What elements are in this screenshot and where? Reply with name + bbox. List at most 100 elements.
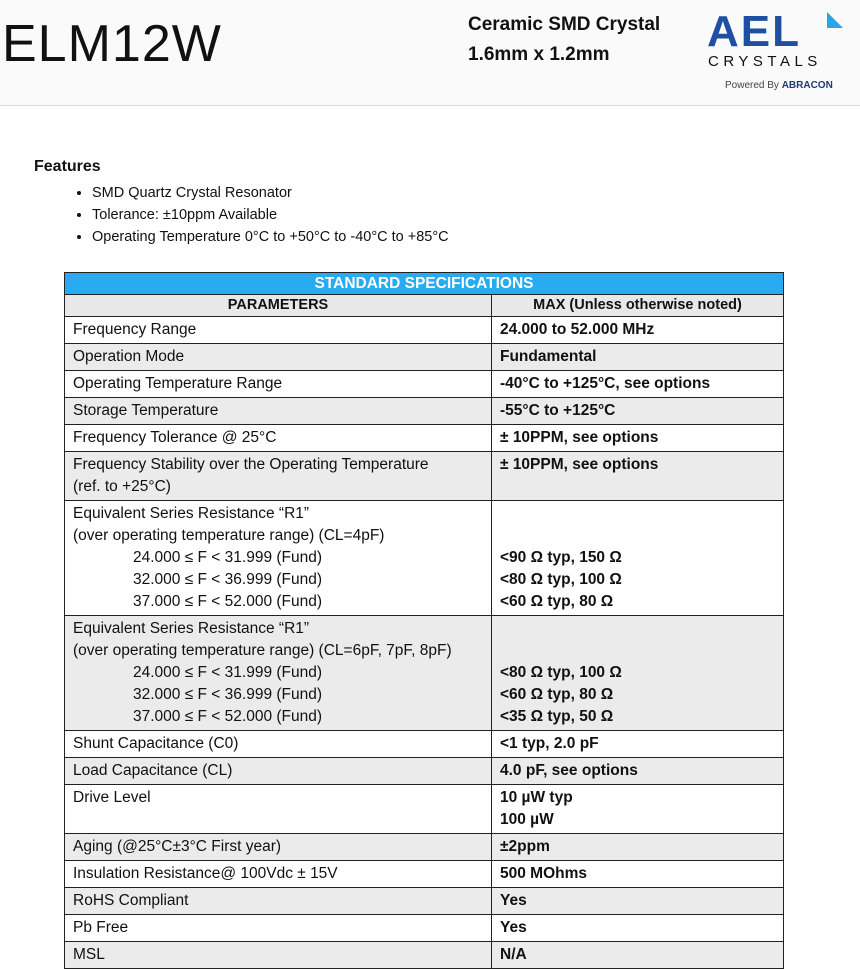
parameter-text: Frequency Range [73, 321, 197, 338]
table-row: Frequency Tolerance @ 25°C ± 10PPM, see o… [64, 424, 784, 452]
value-cell: ± 10PPM, see options [491, 424, 784, 452]
parameter-cell: Frequency Tolerance @ 25°C [64, 424, 492, 452]
parameter-cell: RoHS Compliant [64, 887, 492, 915]
subtitle-line-2: 1.6mm x 1.2mm [468, 44, 610, 65]
parameter-text: 32.000 ≤ F < 36.999 (Fund) [133, 686, 323, 703]
parameter-text: MSL [73, 946, 105, 963]
value-cell: 500 MOhms [491, 860, 784, 888]
parameter-text: Pb Free [73, 919, 129, 936]
value-cell: 24.000 to 52.000 MHz [491, 316, 784, 344]
value-cell: <80 Ω typ, 100 Ω <60 Ω typ, 80 Ω <35 Ω typ… [491, 615, 784, 731]
parameter-text: 24.000 ≤ F < 31.999 (Fund) [133, 549, 323, 566]
table-row: Frequency Stability over the Operating T… [64, 451, 784, 501]
parameter-text: Insulation Resistance@ 100Vdc ± 15V [73, 865, 338, 882]
value-text: <1 typ, 2.0 pF [500, 735, 599, 752]
parameter-text: 37.000 ≤ F < 52.000 (Fund) [133, 708, 323, 725]
parameter-text: Frequency Tolerance @ 25°C [73, 429, 277, 446]
parameter-text: Frequency Stability over the Operating T… [73, 456, 429, 473]
table-row: Drive Level 10 µW typ 100 µW [64, 784, 784, 834]
value-text: <80 Ω typ, 100 Ω [500, 664, 622, 681]
value-cell: ± 10PPM, see options [491, 451, 784, 501]
features-section: Features SMD Quartz Crystal Resonator To… [34, 158, 449, 248]
value-cell: -40°C to +125°C, see options [491, 370, 784, 398]
parameter-text: (ref. to +25°C) [73, 478, 171, 495]
table-row: Operating Temperature Range -40°C to +125… [64, 370, 784, 398]
value-text: 100 µW [500, 811, 554, 828]
parameter-cell: Shunt Capacitance (C0) [64, 730, 492, 758]
parameter-text: Drive Level [73, 789, 151, 806]
parameter-text: 24.000 ≤ F < 31.999 (Fund) [133, 664, 323, 681]
parameter-cell: Equivalent Series Resistance “R1” (over o… [64, 615, 492, 731]
parameter-text: (over operating temperature range) (CL=6… [73, 642, 452, 659]
value-text: 10 µW typ [500, 789, 573, 806]
specifications-table: STANDARD SPECIFICATIONS PARAMETERS MAX (U… [64, 272, 784, 969]
parameter-cell: Operating Temperature Range [64, 370, 492, 398]
value-text: ± 10PPM, see options [500, 456, 659, 473]
parameter-text: RoHS Compliant [73, 892, 189, 909]
parameter-cell: Drive Level [64, 784, 492, 834]
parameter-cell: Aging (@25°C±3°C First year) [64, 833, 492, 861]
value-text: -55°C to +125°C [500, 402, 616, 419]
table-row: Load Capacitance (CL) 4.0 pF, see options [64, 757, 784, 785]
value-text: <90 Ω typ, 150 Ω [500, 549, 622, 566]
parameter-text: Shunt Capacitance (C0) [73, 735, 239, 752]
subtitle-line-1: Ceramic SMD Crystal [468, 14, 661, 35]
value-text: <80 Ω typ, 100 Ω [500, 571, 622, 588]
product-subtitle: Ceramic SMD Crystal 1.6mm x 1.2mm [468, 10, 660, 70]
value-text [500, 503, 775, 525]
value-cell: Yes [491, 887, 784, 915]
value-text: Yes [500, 892, 527, 909]
parameter-text: 32.000 ≤ F < 36.999 (Fund) [133, 571, 323, 588]
part-number-title: ELM12W [2, 15, 222, 73]
value-cell: 10 µW typ 100 µW [491, 784, 784, 834]
svg-text:CRYSTALS: CRYSTALS [708, 53, 822, 70]
features-heading: Features [34, 158, 101, 175]
parameter-cell: MSL [64, 941, 492, 969]
value-text: ±2ppm [500, 838, 550, 855]
value-cell: <1 typ, 2.0 pF [491, 730, 784, 758]
table-row: Shunt Capacitance (C0) <1 typ, 2.0 pF [64, 730, 784, 758]
parameter-cell: Insulation Resistance@ 100Vdc ± 15V [64, 860, 492, 888]
value-text: 24.000 to 52.000 MHz [500, 321, 655, 338]
table-row: Aging (@25°C±3°C First year) ±2ppm [64, 833, 784, 861]
table-row: Frequency Range 24.000 to 52.000 MHz [64, 316, 784, 344]
value-text: -40°C to +125°C, see options [500, 375, 711, 392]
table-row: MSL N/A [64, 941, 784, 969]
table-row: Operation Mode Fundamental [64, 343, 784, 371]
value-cell: N/A [491, 941, 784, 969]
parameter-text: Load Capacitance (CL) [73, 762, 233, 779]
parameter-text: Aging (@25°C±3°C First year) [73, 838, 282, 855]
value-cell: ±2ppm [491, 833, 784, 861]
feature-item: Tolerance: ±10ppm Available [92, 204, 449, 226]
svg-text:Powered By ABRACON: Powered By ABRACON [725, 80, 833, 91]
parameter-cell: Operation Mode [64, 343, 492, 371]
table-title: STANDARD SPECIFICATIONS [64, 272, 784, 295]
value-cell: -55°C to +125°C [491, 397, 784, 425]
parameter-text: Storage Temperature [73, 402, 219, 419]
value-text: <60 Ω typ, 80 Ω [500, 686, 614, 703]
value-cell: Yes [491, 914, 784, 942]
value-text [500, 618, 775, 640]
table-row: Pb Free Yes [64, 914, 784, 942]
parameter-text: Equivalent Series Resistance “R1” [73, 620, 310, 637]
value-cell: 4.0 pF, see options [491, 757, 784, 785]
table-row: Equivalent Series Resistance “R1” (over o… [64, 500, 784, 616]
svg-text:AEL: AEL [707, 7, 801, 56]
table-row: Equivalent Series Resistance “R1” (over o… [64, 615, 784, 731]
value-text: Fundamental [500, 348, 597, 365]
parameter-text: (over operating temperature range) (CL=4… [73, 527, 385, 544]
value-text [500, 525, 775, 547]
parameter-cell: Frequency Stability over the Operating T… [64, 451, 492, 501]
page-header: ELM12W Ceramic SMD Crystal 1.6mm x 1.2mm… [0, 0, 860, 106]
value-cell: Fundamental [491, 343, 784, 371]
features-list: SMD Quartz Crystal Resonator Tolerance: … [34, 182, 449, 248]
value-text: Yes [500, 919, 527, 936]
value-text: <60 Ω typ, 80 Ω [500, 593, 614, 610]
parameter-text: Operating Temperature Range [73, 375, 283, 392]
ael-crystals-logo: AEL CRYSTALS Powered By ABRACON [707, 7, 843, 91]
value-text [500, 640, 775, 662]
value-text: 500 MOhms [500, 865, 588, 882]
column-header-parameters: PARAMETERS [64, 294, 492, 317]
table-row: Storage Temperature -55°C to +125°C [64, 397, 784, 425]
table-row: RoHS Compliant Yes [64, 887, 784, 915]
